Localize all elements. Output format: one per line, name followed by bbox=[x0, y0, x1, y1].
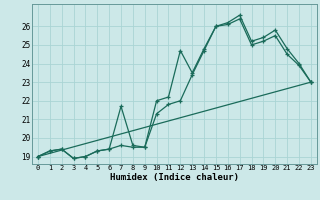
X-axis label: Humidex (Indice chaleur): Humidex (Indice chaleur) bbox=[110, 173, 239, 182]
